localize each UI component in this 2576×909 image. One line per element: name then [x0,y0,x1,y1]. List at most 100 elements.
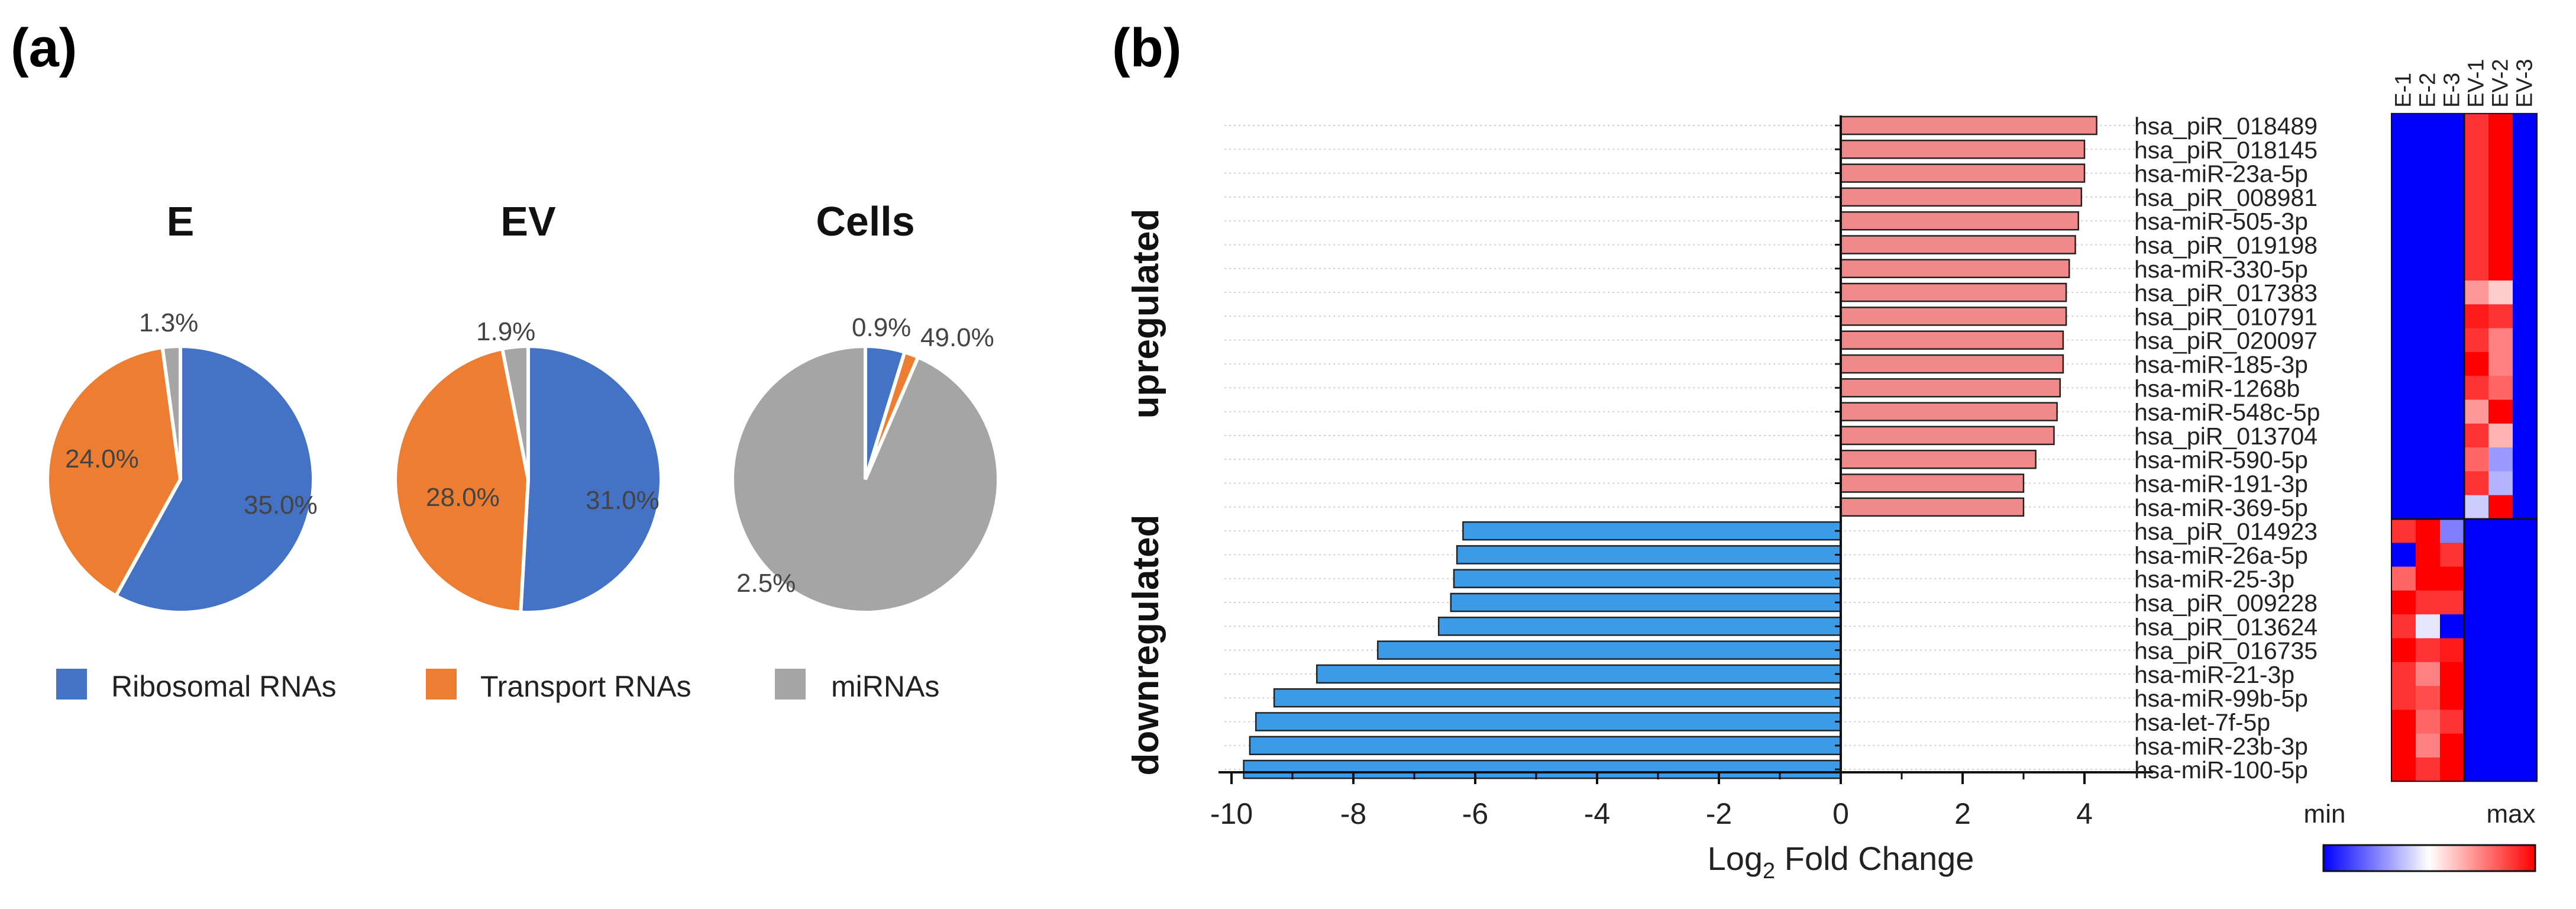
heatmap-cell [2391,471,2416,496]
heatmap-cell [2440,376,2465,400]
bar-category-label: hsa_piR_013624 [2134,613,2318,640]
heatmap-cell [2513,518,2538,543]
heatmap-cell [2464,638,2489,663]
heatmap-cell [2416,566,2441,591]
pie-slice-label: 2.5% [736,569,796,598]
heatmap-cell [2513,352,2538,376]
heatmap-cell [2464,161,2489,186]
heatmap-cell [2416,376,2441,400]
heatmap-cell [2440,566,2465,591]
heatmap-cell [2488,137,2513,162]
bar [1840,426,2055,446]
heatmap-cell [2391,662,2416,686]
heatmap-cell [2440,614,2465,639]
heatmap-cell [2391,757,2416,782]
heatmap-cell [2416,614,2441,639]
pie-slice-ribosomal-rnas [519,344,663,614]
heatmap-column-label: EV-2 [2488,59,2513,107]
bar [1249,736,1842,756]
heatmap-cell [2440,113,2465,138]
heatmap-cell [2440,543,2465,568]
heatmap-cell [2464,757,2489,782]
pie-slice-ribosomal-rnas [113,344,315,614]
heatmap-cell [2513,471,2538,496]
heatmap-cell [2488,638,2513,663]
color-scale-min-label: min [2304,800,2346,829]
heatmap-cell [2464,686,2489,710]
heatmap-cell [2416,233,2441,257]
heatmap-cell [2488,113,2513,138]
heatmap-cell [2391,256,2416,281]
heatmap-cell [2416,543,2441,568]
heatmap-cell [2391,638,2416,663]
bar [1453,569,1842,588]
heatmap-cell [2464,423,2489,448]
heatmap-cell [2464,328,2489,353]
heatmap-cell [2488,185,2513,209]
heatmap-cell [2513,185,2538,209]
bar-category-label: hsa-miR-330-5p [2134,256,2308,283]
heatmap-cell [2488,304,2513,329]
heatmap-cell [2440,638,2465,663]
bar [1840,449,2037,469]
bar [1462,521,1842,541]
x-tick-label: -10 [1210,797,1253,830]
heatmap-cell [2416,113,2441,138]
pie-chart-e: E 35.0% 24.0% 1.3% [46,198,318,614]
bar-chart: -10 -8 -6 -4 -2 0 2 4 Log2 Fold Change upregula… [1126,112,2320,884]
heatmap-border [2391,112,2538,782]
heatmap-cell [2416,280,2441,305]
heatmap-cell [2416,256,2441,281]
heatmap-cell [2488,328,2513,353]
panel-a-label: (a) [11,18,77,78]
bar [1840,282,2067,302]
bar [1840,330,2064,350]
heatmap-cell [2464,471,2489,496]
x-tick-label: -6 [1462,797,1488,830]
heatmap-cell [2440,304,2465,329]
bar-category-label: hsa-miR-369-5p [2134,494,2308,521]
heatmap-cell [2464,304,2489,329]
heatmap-cell [2513,662,2538,686]
heatmap-cell [2513,256,2538,281]
pie-slice-label: 1.3% [139,308,198,337]
heatmap-cell [2416,710,2441,734]
heatmap-cell [2416,662,2441,686]
heatmap-cell [2391,161,2416,186]
bar [1840,163,2086,183]
heatmap-cell [2513,280,2538,305]
heatmap-cell [2416,757,2441,782]
pie-title: E [167,198,195,244]
heatmap-cell [2440,495,2465,520]
heatmap-cell [2391,566,2416,591]
pie-slice-label: 49.0% [920,323,994,352]
bar-category-label: hsa-miR-23a-5p [2134,160,2308,188]
x-tick-label: -2 [1706,797,1732,830]
heatmap-cell [2416,471,2441,496]
legend-swatch-transport [426,669,457,700]
heatmap-cell [2488,733,2513,758]
heatmap-cell [2513,399,2538,424]
heatmap-cell [2440,233,2465,257]
heatmap-cell [2513,376,2538,400]
bar [1450,592,1842,613]
heatmap-cell [2391,543,2416,568]
heatmap-cell [2440,590,2465,615]
heatmap-column-label: E-2 [2416,73,2441,108]
bar-category-label: hsa-miR-26a-5p [2134,541,2308,569]
bar [1273,688,1842,708]
heatmap-cell [2513,590,2538,615]
heatmap-cell [2391,495,2416,520]
heatmap-cell [2391,304,2416,329]
x-tick-label: 4 [2076,797,2093,830]
heatmap-cell [2416,518,2441,543]
x-tick-label: -8 [1340,797,1366,830]
heatmap-cell [2513,638,2538,663]
heatmap-column-label: EV-1 [2464,59,2489,107]
heatmap-cell [2416,209,2441,233]
bar-category-label: hsa_piR_019198 [2134,232,2318,259]
heatmap-cell [2513,543,2538,568]
pie-slice-label: 1.9% [476,317,535,346]
pie-slice-label: 31.0% [586,486,660,515]
heatmap-cell [2513,495,2538,520]
